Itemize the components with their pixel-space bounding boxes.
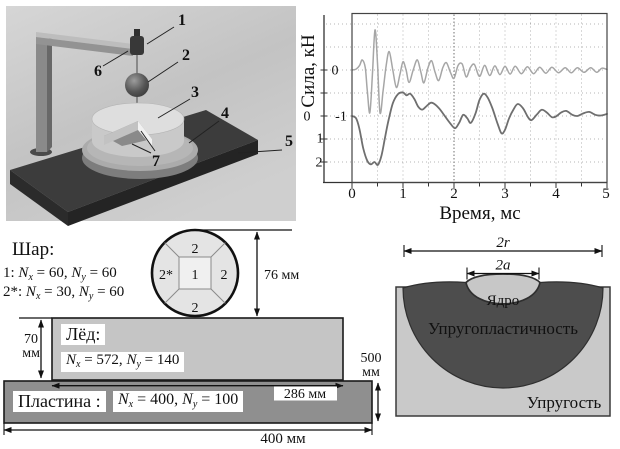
plate-label: Пластина : — [13, 391, 106, 412]
xtick-2: 2 — [450, 186, 458, 202]
row2-prefix: 2*: — [3, 284, 23, 300]
ice-val1: = 572, — [84, 352, 123, 368]
plot-box — [351, 12, 608, 184]
y-axis-title: Сила, кН — [298, 34, 319, 107]
ytick-upper-minus1: -1 — [335, 110, 347, 125]
callout-6-arm: 6 — [94, 63, 102, 80]
ice-sub2: y — [136, 359, 141, 370]
mesh-zone-right: 2 — [221, 268, 228, 283]
force-sensor — [130, 29, 144, 55]
ice-val2: = 140 — [144, 352, 180, 368]
row1-sub1: x — [28, 272, 33, 283]
xtick-4: 4 — [552, 186, 560, 202]
callout-7-wedge: 7 — [152, 153, 160, 170]
plate-var2: N — [182, 391, 193, 408]
row2-var2: N — [78, 284, 89, 300]
ball-mesh-circle: 2 2* 1 2 2 — [150, 228, 240, 318]
ball-diameter-dimension: 76 мм — [195, 229, 299, 317]
ytick-upper-0: 0 — [332, 64, 339, 79]
mesh-zone-left: 2* — [159, 268, 173, 283]
row2-var1: N — [25, 284, 36, 300]
ice-var2: N — [126, 352, 137, 368]
ice-width-label: 286 мм — [284, 387, 326, 402]
ice-width-dimension: 286 мм — [51, 382, 344, 402]
steel-ball — [125, 73, 149, 97]
ice-var1: N — [66, 352, 77, 368]
row2-val2: = 60 — [97, 284, 125, 300]
row1-var1: N — [18, 265, 29, 281]
plate-depth-value: 500 — [361, 351, 382, 366]
x-axis-title: Время, мс — [439, 203, 520, 224]
row1-val1: = 60, — [36, 265, 68, 281]
xtick-3: 3 — [501, 186, 509, 202]
callout-3-ice: 3 — [191, 84, 199, 101]
contact-radius-label: 2a — [496, 258, 511, 274]
outer-radius-dimension: 2r — [403, 235, 603, 257]
plate-width-label: 400 мм — [260, 431, 306, 447]
ice-label: Лёд: — [61, 324, 106, 345]
contact-radius-dimension: 2a — [466, 258, 540, 280]
ice-thickness-unit: мм — [22, 346, 40, 361]
experimental-setup-photo: 1 2 3 4 5 6 7 — [6, 6, 296, 226]
outer-radius-label: 2r — [496, 235, 510, 251]
chart-curves — [351, 29, 608, 166]
force-time-chart: 0 -1 0 1 2 0 1 2 3 4 5 Сила, кН Время, м… — [298, 12, 610, 224]
elastic-label: Упругость — [527, 393, 602, 412]
wedge-left-face — [104, 121, 138, 145]
plate-mesh-params: Nx = 400, Ny = 100 — [113, 391, 244, 412]
row1-var2: N — [71, 265, 82, 281]
plate-width-dimension: 400 мм — [3, 423, 373, 447]
mesh-schematic: 2 2* 1 2 2 76 мм 70 мм 286 мм — [3, 228, 382, 447]
ice-disk — [91, 102, 185, 157]
xtick-0: 0 — [348, 186, 356, 202]
row2-sub1: x — [35, 291, 41, 302]
ytick-lower-1: 1 — [317, 132, 324, 147]
xtick-5: 5 — [602, 186, 610, 202]
row2-val1: = 30, — [44, 284, 76, 300]
plate-sub2: y — [192, 399, 198, 410]
ice-sub1: x — [76, 359, 81, 370]
ytick-lower-0: 0 — [304, 110, 311, 125]
plate-val1: = 400, — [137, 391, 179, 408]
plate-depth-unit: мм — [362, 365, 380, 380]
callout-lines — [102, 26, 283, 154]
ball-section-title: Шар: — [12, 239, 55, 260]
xtick-1: 1 — [399, 186, 407, 202]
ice-mesh-params: Nx = 572, Ny = 140 — [61, 352, 185, 372]
elastoplastic-label: Упругопластичность — [428, 319, 578, 338]
upper-oscillation-curve — [351, 29, 608, 115]
plate-depth-dimension: 500 мм — [361, 351, 382, 422]
callout-4-plate: 4 — [221, 105, 229, 122]
plate-sub1: x — [128, 399, 134, 410]
ice-thickness-value: 70 — [24, 332, 38, 347]
row1-val2: = 60 — [89, 265, 117, 281]
mesh-zone-center: 1 — [192, 268, 199, 283]
callout-1-sensor: 1 — [178, 12, 186, 29]
plate-val2: = 100 — [201, 391, 239, 408]
indentation-diagram: 2r 2a Ядро Упругопластичность Упругость — [395, 235, 611, 417]
lower-contact-force-curve — [351, 91, 608, 166]
core-label: Ядро — [487, 293, 520, 309]
ytick-lower-2: 2 — [316, 156, 323, 171]
ball-mesh-row-1: 1: Nx = 60, Ny = 60 — [3, 265, 117, 284]
ball-diameter-label: 76 мм — [264, 268, 299, 283]
callout-2-ball: 2 — [182, 47, 190, 64]
row2-sub2: y — [88, 291, 94, 302]
ice-thickness-dimension: 70 мм — [22, 319, 44, 379]
stand-column — [30, 32, 133, 156]
mesh-zone-top: 2 — [192, 242, 199, 257]
mesh-zone-bottom: 2 — [192, 301, 199, 316]
chart-axes — [320, 15, 608, 188]
ball-mesh-row-2: 2*: Nx = 30, Ny = 60 — [3, 284, 125, 303]
wedge-right-face — [138, 121, 152, 147]
row1-prefix: 1: — [3, 265, 15, 281]
callout-5-base: 5 — [285, 133, 293, 150]
row1-sub2: y — [81, 272, 86, 283]
plate-var1: N — [118, 391, 129, 408]
